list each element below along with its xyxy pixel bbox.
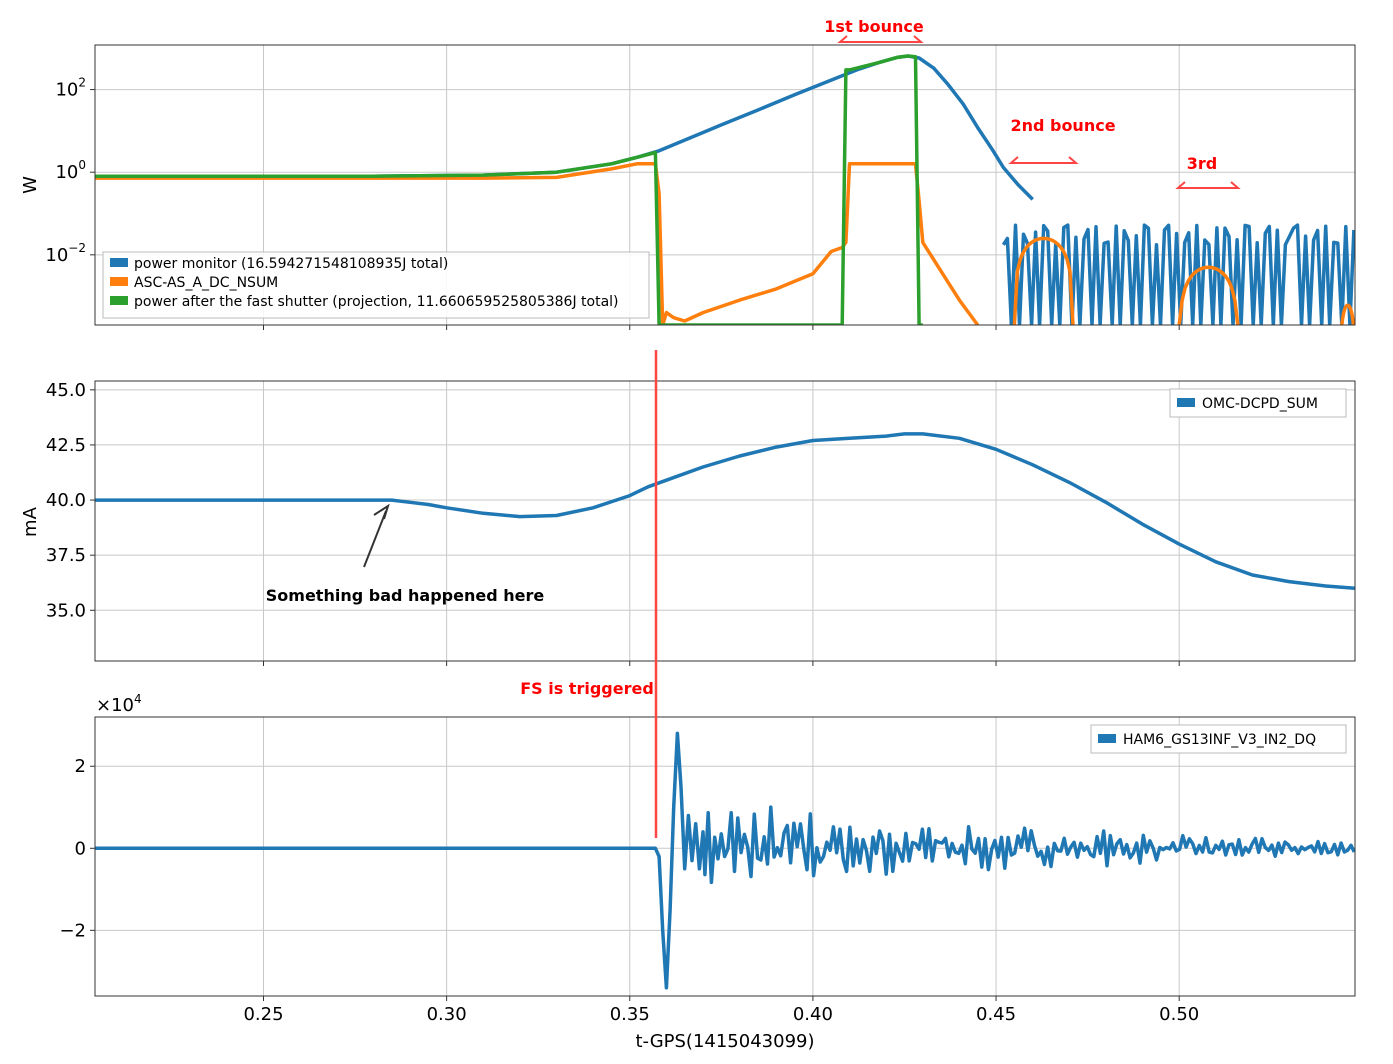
x-tick-label: 0.40 bbox=[793, 1004, 833, 1025]
legend-label-projection: power after the fast shutter (projection… bbox=[134, 294, 619, 310]
y-tick-label: 37.5 bbox=[46, 545, 86, 566]
y-tick-label: 42.5 bbox=[46, 435, 86, 456]
series-lines bbox=[95, 432, 1355, 590]
y-ticks: −2 0 2 bbox=[59, 756, 95, 941]
panel-power: 10−2 100 102 W power monitor (16.594271548… bbox=[20, 17, 1356, 326]
x-tick-label: 0.30 bbox=[427, 1004, 467, 1025]
annotation-text: 3rd bbox=[1187, 154, 1217, 173]
series-line bbox=[95, 432, 1355, 590]
legend-label-asc: ASC-AS_A_DC_NSUM bbox=[134, 275, 278, 291]
panel-omc-dcpd: 35.0 37.5 40.0 42.5 45.0 mA OMC-DCPD_SUM Som… bbox=[20, 380, 1356, 662]
axes-frame bbox=[94, 44, 1356, 326]
y-ticks: 35.0 37.5 40.0 42.5 45.0 bbox=[46, 380, 95, 621]
legend-swatch-asc bbox=[110, 277, 128, 286]
annotation-fs-triggered: FS is triggered bbox=[520, 679, 654, 698]
series-line bbox=[95, 54, 923, 325]
panel-ham6: −2 0 2 0.25 0.30 0.35 0.40 0.45 0.50 ×104 t-GPS… bbox=[59, 679, 1356, 1052]
annotation-2nd-bounce: 2nd bounce bbox=[1008, 116, 1116, 164]
legend[interactable]: power monitor (16.594271548108935J total… bbox=[102, 251, 650, 319]
scale-label: ×104 bbox=[96, 692, 142, 716]
annotation-text: 2nd bounce bbox=[1010, 116, 1115, 135]
x-tick-marks bbox=[262, 325, 1180, 666]
y-ticks: 10−2 100 102 bbox=[45, 76, 95, 266]
y-tick-label: 2 bbox=[75, 756, 86, 777]
y-tick-label: 102 bbox=[55, 76, 86, 101]
y-tick-label: 40.0 bbox=[46, 490, 86, 511]
y-axis-label: W bbox=[20, 176, 41, 194]
legend-label-omc: OMC-DCPD_SUM bbox=[1202, 396, 1318, 412]
series-line bbox=[95, 731, 1355, 990]
legend-swatch-projection bbox=[110, 296, 128, 305]
y-tick-label: 0 bbox=[75, 838, 86, 859]
legend-label-power-monitor: power monitor (16.594271548108935J total… bbox=[134, 256, 448, 272]
annotation-3rd-bounce: 3rd bbox=[1175, 154, 1241, 189]
series-lines bbox=[95, 54, 1355, 325]
legend-swatch-omc bbox=[1177, 398, 1195, 407]
y-tick-label: 45.0 bbox=[46, 380, 86, 401]
x-axis-label: t-GPS(1415043099) bbox=[635, 1031, 814, 1052]
x-tick-label: 0.45 bbox=[976, 1004, 1016, 1025]
annotation-something-bad: Something bad happened here bbox=[266, 503, 545, 605]
x-tick-label: 0.50 bbox=[1159, 1004, 1199, 1025]
legend[interactable]: OMC-DCPD_SUM bbox=[1169, 388, 1347, 418]
x-ticks: 0.25 0.30 0.35 0.40 0.45 0.50 bbox=[243, 996, 1199, 1025]
y-tick-label: 35.0 bbox=[46, 600, 86, 621]
axes-frame bbox=[94, 716, 1356, 997]
series-line-segment bbox=[1001, 223, 1355, 325]
y-axis-label: mA bbox=[20, 506, 41, 537]
annotation-1st-bounce: 1st bounce bbox=[824, 17, 924, 43]
legend-label-ham6: HAM6_GS13INF_V3_IN2_DQ bbox=[1123, 732, 1316, 748]
x-tick-label: 0.25 bbox=[243, 1004, 283, 1025]
annotation-text: 1st bounce bbox=[824, 17, 924, 36]
y-tick-label: 100 bbox=[55, 158, 86, 183]
legend-swatch-ham6 bbox=[1098, 734, 1116, 743]
y-tick-label: −2 bbox=[59, 920, 86, 941]
axes-frame bbox=[94, 380, 1356, 662]
grid bbox=[95, 381, 1355, 661]
series-lines bbox=[95, 731, 1355, 990]
legend-swatch-power-monitor bbox=[110, 258, 128, 267]
y-tick-label: 10−2 bbox=[45, 241, 86, 266]
series-line-segment bbox=[1012, 236, 1355, 325]
annotation-text: Something bad happened here bbox=[266, 586, 545, 605]
x-tick-label: 0.35 bbox=[610, 1004, 650, 1025]
legend[interactable]: HAM6_GS13INF_V3_IN2_DQ bbox=[1090, 724, 1347, 754]
